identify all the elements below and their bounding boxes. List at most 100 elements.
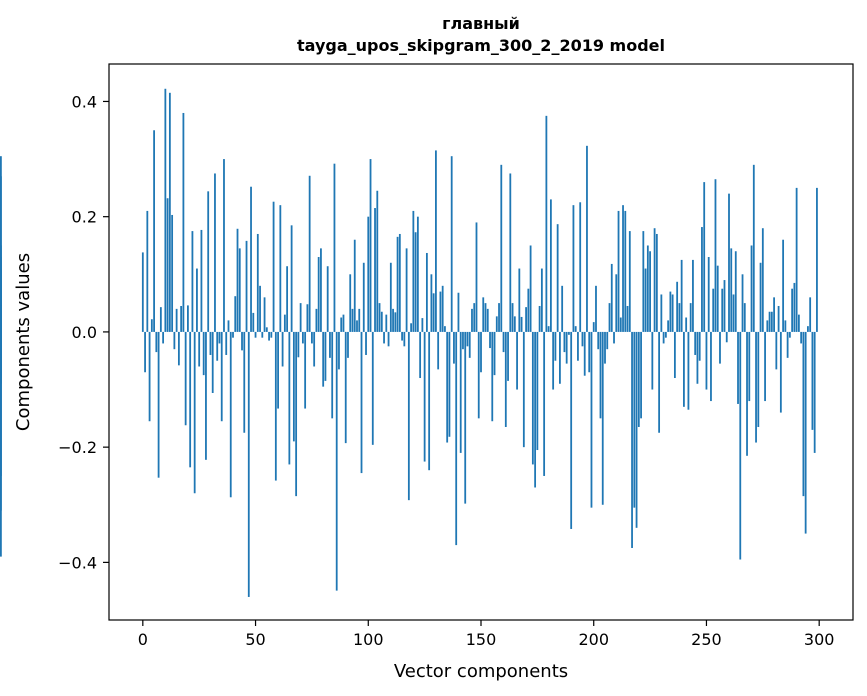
bar bbox=[678, 303, 681, 332]
bar bbox=[795, 187, 798, 332]
bar bbox=[437, 331, 440, 370]
bar bbox=[504, 331, 507, 427]
bar bbox=[444, 326, 446, 332]
bar bbox=[331, 331, 334, 419]
y-tick-label: −0.4 bbox=[58, 553, 97, 572]
bar bbox=[277, 331, 279, 409]
bar bbox=[640, 331, 642, 419]
bar bbox=[374, 208, 376, 332]
bar bbox=[572, 205, 575, 332]
bar bbox=[766, 320, 769, 332]
bar-series bbox=[0, 88, 818, 597]
bar bbox=[540, 268, 543, 332]
bar bbox=[259, 285, 261, 332]
bar bbox=[664, 331, 667, 338]
bar bbox=[626, 305, 629, 332]
bar bbox=[412, 210, 415, 332]
bar bbox=[705, 331, 708, 390]
x-tick-label: 300 bbox=[804, 630, 835, 649]
bar bbox=[579, 202, 582, 332]
bar bbox=[279, 205, 282, 332]
bar bbox=[669, 291, 672, 332]
bar bbox=[148, 331, 151, 422]
bar bbox=[786, 331, 789, 358]
bar bbox=[574, 326, 577, 332]
bar bbox=[511, 303, 514, 332]
bar bbox=[306, 304, 309, 332]
bar bbox=[187, 305, 189, 332]
bar bbox=[797, 314, 800, 332]
bar bbox=[556, 224, 559, 332]
bar bbox=[703, 182, 706, 332]
bar bbox=[202, 331, 205, 376]
bar bbox=[223, 159, 225, 332]
bar bbox=[547, 326, 550, 332]
bar bbox=[292, 331, 295, 442]
bar bbox=[144, 331, 146, 373]
bar bbox=[398, 233, 401, 332]
bar bbox=[737, 331, 739, 404]
bar bbox=[743, 303, 746, 332]
bar bbox=[304, 331, 307, 409]
bar bbox=[716, 265, 719, 332]
chart-title: главный bbox=[442, 14, 520, 33]
bar bbox=[807, 326, 809, 332]
bar bbox=[748, 331, 751, 402]
bar bbox=[175, 308, 178, 332]
bar bbox=[502, 331, 505, 353]
bar bbox=[380, 311, 383, 332]
bar bbox=[714, 179, 717, 332]
bar bbox=[750, 245, 753, 332]
bar bbox=[791, 288, 794, 332]
bar bbox=[687, 331, 690, 410]
bar bbox=[606, 331, 609, 350]
bar bbox=[457, 292, 460, 332]
bar bbox=[211, 331, 214, 393]
bar bbox=[588, 331, 591, 373]
bar bbox=[455, 331, 458, 546]
bar bbox=[577, 331, 579, 361]
bar bbox=[646, 245, 649, 332]
bar bbox=[637, 331, 640, 427]
x-tick-label: 50 bbox=[245, 630, 265, 649]
bar bbox=[171, 214, 174, 332]
bar bbox=[430, 274, 433, 332]
x-tick-label: 100 bbox=[353, 630, 384, 649]
bar bbox=[261, 331, 264, 338]
bar bbox=[489, 331, 491, 349]
bar bbox=[401, 331, 403, 341]
bar bbox=[322, 331, 325, 387]
bar bbox=[552, 331, 555, 390]
bar bbox=[252, 312, 255, 332]
bar bbox=[759, 262, 762, 332]
y-tick-label: 0.2 bbox=[72, 208, 97, 227]
bar bbox=[227, 320, 230, 332]
bar bbox=[462, 331, 464, 350]
bar bbox=[601, 331, 604, 505]
bar bbox=[365, 331, 367, 355]
bar bbox=[707, 257, 710, 332]
bar bbox=[615, 274, 618, 332]
bar bbox=[342, 314, 345, 332]
bar bbox=[245, 240, 248, 332]
x-tick-label: 250 bbox=[691, 630, 722, 649]
y-axis-label: Components values bbox=[13, 253, 34, 431]
bar bbox=[340, 317, 343, 332]
bar bbox=[730, 248, 733, 332]
bar bbox=[782, 239, 785, 332]
bar bbox=[311, 331, 313, 344]
bar bbox=[344, 331, 347, 444]
bar bbox=[299, 303, 302, 332]
bar bbox=[671, 294, 674, 332]
bar bbox=[0, 314, 2, 332]
bar bbox=[518, 268, 521, 332]
bar bbox=[146, 210, 149, 332]
bar bbox=[590, 331, 593, 508]
bar bbox=[667, 320, 670, 332]
bar bbox=[214, 173, 216, 332]
bar bbox=[561, 285, 564, 332]
bar bbox=[563, 331, 566, 353]
chart-subtitle: tayga_upos_skipgram_300_2_2019 model bbox=[297, 36, 665, 55]
bar bbox=[353, 239, 356, 332]
bar bbox=[159, 307, 162, 332]
